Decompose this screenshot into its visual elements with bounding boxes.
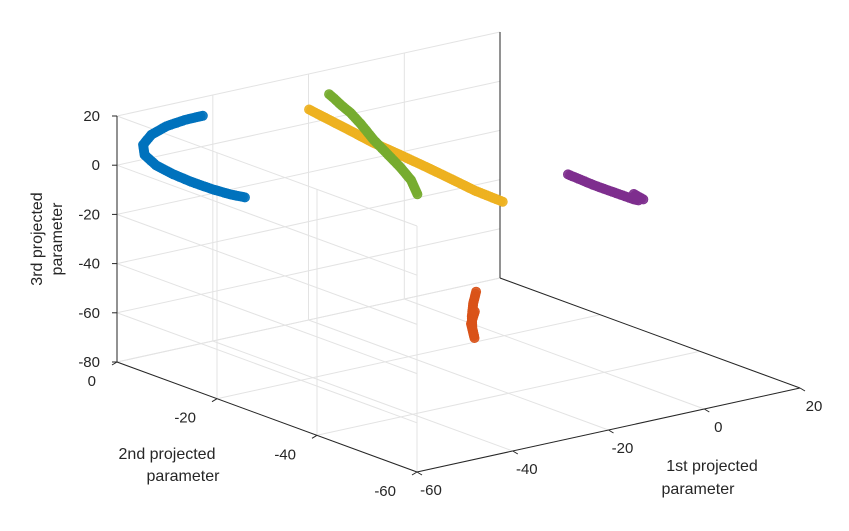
data-point (239, 192, 250, 203)
data-point (497, 196, 508, 207)
y-axis-line (499, 277, 801, 389)
gridline-left-z (116, 164, 418, 276)
y-tick-mark (211, 398, 218, 403)
z-axis-label-line2: parameter (49, 202, 66, 276)
y-tick-label: 0 (88, 373, 96, 390)
gridline-left-z (116, 312, 418, 424)
x-axis-label-line1: 1st projected (666, 458, 758, 475)
y-axis-label-line1: 2nd projected (119, 446, 216, 463)
z-axis-label-line1: 3rd projected (29, 192, 46, 285)
series-1 (465, 286, 482, 343)
series-2 (304, 104, 508, 207)
z-tick-label: -60 (78, 305, 100, 322)
gridline-floor-x (308, 319, 609, 431)
y-tick-label: -60 (374, 483, 396, 500)
labels-layer: 1st projected parameter 2nd projected pa… (29, 192, 758, 498)
y-tick-label: -20 (174, 410, 196, 427)
z-tick-label: -40 (78, 256, 100, 273)
grid-layer (116, 31, 801, 473)
gridline-floor-y (216, 314, 601, 400)
series-4 (324, 89, 423, 200)
y-tick-mark (411, 471, 418, 476)
gridline-back-z (116, 228, 501, 314)
y-axis-label-line2: parameter (147, 468, 221, 485)
x-tick-mark (799, 387, 806, 392)
data-points-layer (138, 89, 649, 343)
x-tick-mark (704, 408, 710, 413)
series-3 (563, 169, 649, 206)
gridline-back-z (116, 179, 501, 265)
y-tick-label: -40 (274, 446, 296, 463)
x-tick-label: 0 (714, 419, 722, 436)
series-0 (138, 110, 250, 203)
x-axis-label-line2: parameter (662, 481, 736, 498)
gridline-floor-x (404, 298, 705, 410)
gridline-back-z (116, 129, 501, 215)
axis-layer: -60 -40 -20 0 20 -60 -40 -20 0 -80 -60 -40 -20 0 20 (78, 32, 822, 500)
z-tick-label: 20 (83, 108, 100, 125)
z-tick-label: -80 (78, 354, 100, 371)
gridline-back-z (116, 80, 501, 166)
z-tick-label: 0 (92, 157, 100, 174)
y-tick-mark (311, 434, 318, 439)
x-tick-label: -20 (612, 440, 634, 457)
gridline-left-z (116, 115, 418, 227)
x-tick-mark (608, 429, 614, 434)
gridline-left-z (116, 213, 418, 325)
z-tick-label: -20 (78, 206, 100, 223)
gridline-back-z (116, 31, 501, 117)
x-tick-label: -60 (420, 482, 442, 499)
x-tick-label: 20 (806, 398, 823, 415)
x-tick-label: -40 (516, 461, 538, 478)
data-point (638, 194, 649, 205)
gridline-left-z (116, 263, 418, 375)
data-point (324, 89, 335, 100)
data-point (469, 306, 480, 317)
gridline-floor-y (116, 277, 501, 363)
y-axis-line-front (116, 361, 418, 473)
x-tick-mark (512, 450, 519, 455)
gridline-floor-x (212, 340, 513, 452)
gridline-floor-y (316, 350, 701, 436)
x-tick-mark (416, 471, 423, 476)
